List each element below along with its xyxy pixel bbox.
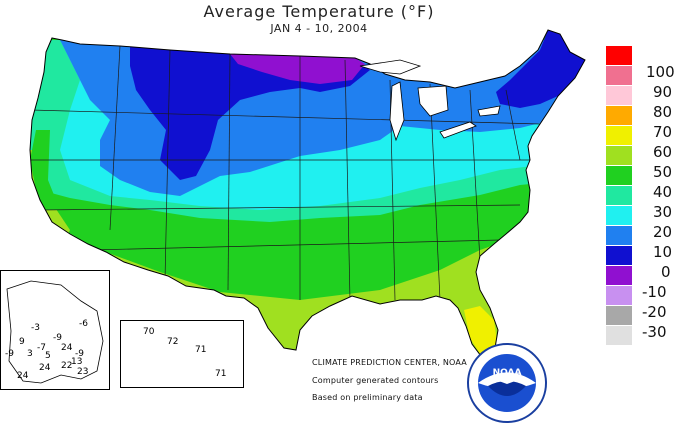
noaa-logo: NOAA	[467, 343, 547, 423]
map-title: Average Temperature (°F)	[203, 2, 435, 21]
legend-swatch	[606, 266, 632, 286]
alaska-value: -9	[5, 349, 14, 359]
logo-text: NOAA	[493, 368, 522, 378]
legend-swatch	[606, 66, 632, 86]
legend-swatch	[606, 286, 632, 306]
hawaii-value: 70	[143, 327, 155, 337]
legend-label: 0	[661, 263, 671, 281]
alaska-value: -3	[31, 323, 40, 333]
legend-label: 70	[653, 123, 673, 141]
hawaii-value: 71	[195, 345, 207, 355]
lake-huron	[417, 85, 449, 117]
legend-swatch	[606, 106, 632, 126]
legend-swatch	[606, 306, 632, 326]
legend-swatch	[606, 86, 632, 106]
hawaii-inset: 70 72 71 71	[120, 320, 244, 388]
legend-label: -30	[642, 323, 667, 341]
legend-label: 60	[653, 143, 673, 161]
legend-label: 30	[653, 203, 673, 221]
alaska-value: -9	[75, 349, 84, 359]
alaska-value: -9	[53, 333, 62, 343]
legend-swatch	[606, 226, 632, 246]
lake-michigan	[389, 81, 405, 142]
legend-label: 40	[653, 183, 673, 201]
legend-label: 100	[646, 63, 675, 81]
legend-label: 50	[653, 163, 673, 181]
legend-label: 10	[653, 243, 673, 261]
alaska-value: 13	[71, 357, 83, 367]
alaska-value: -7	[37, 343, 46, 353]
legend-swatch	[606, 186, 632, 206]
legend-swatch	[606, 206, 632, 226]
lake-erie	[439, 121, 477, 139]
alaska-value: 5	[45, 351, 51, 361]
legend-label: 90	[653, 83, 673, 101]
map-subtitle: JAN 4 - 10, 2004	[270, 22, 368, 35]
alaska-value: 23	[77, 367, 89, 377]
hawaii-value: 72	[167, 337, 179, 347]
legend-label: 80	[653, 103, 673, 121]
credit-note: Computer generated contours	[312, 376, 439, 385]
legend-swatch	[606, 126, 632, 146]
legend-swatch	[606, 246, 632, 266]
legend-label: 20	[653, 223, 673, 241]
legend-swatch	[606, 46, 632, 66]
hawaii-value: 71	[215, 369, 227, 379]
legend-swatch	[606, 326, 632, 346]
alaska-value: 24	[39, 363, 51, 373]
legend-label: -10	[642, 283, 667, 301]
legend-swatch	[606, 166, 632, 186]
alaska-value: 9	[19, 337, 25, 347]
alaska-value: 22	[61, 361, 73, 371]
alaska-value: 24	[17, 371, 29, 381]
legend-label: -20	[642, 303, 667, 321]
lake-superior	[359, 59, 422, 75]
credit-data-note: Based on preliminary data	[312, 393, 423, 402]
legend-swatch	[606, 146, 632, 166]
lake-ontario	[477, 105, 501, 117]
credit-agency: CLIMATE PREDICTION CENTER, NOAA	[312, 358, 467, 367]
alaska-value: 24	[61, 343, 73, 353]
alaska-value: 3	[27, 349, 33, 359]
alaska-inset: -6 -3 -9 9 3 -7 -9 24 5 -9 13 24 22 23 2…	[0, 270, 110, 390]
alaska-value: -6	[79, 319, 88, 329]
